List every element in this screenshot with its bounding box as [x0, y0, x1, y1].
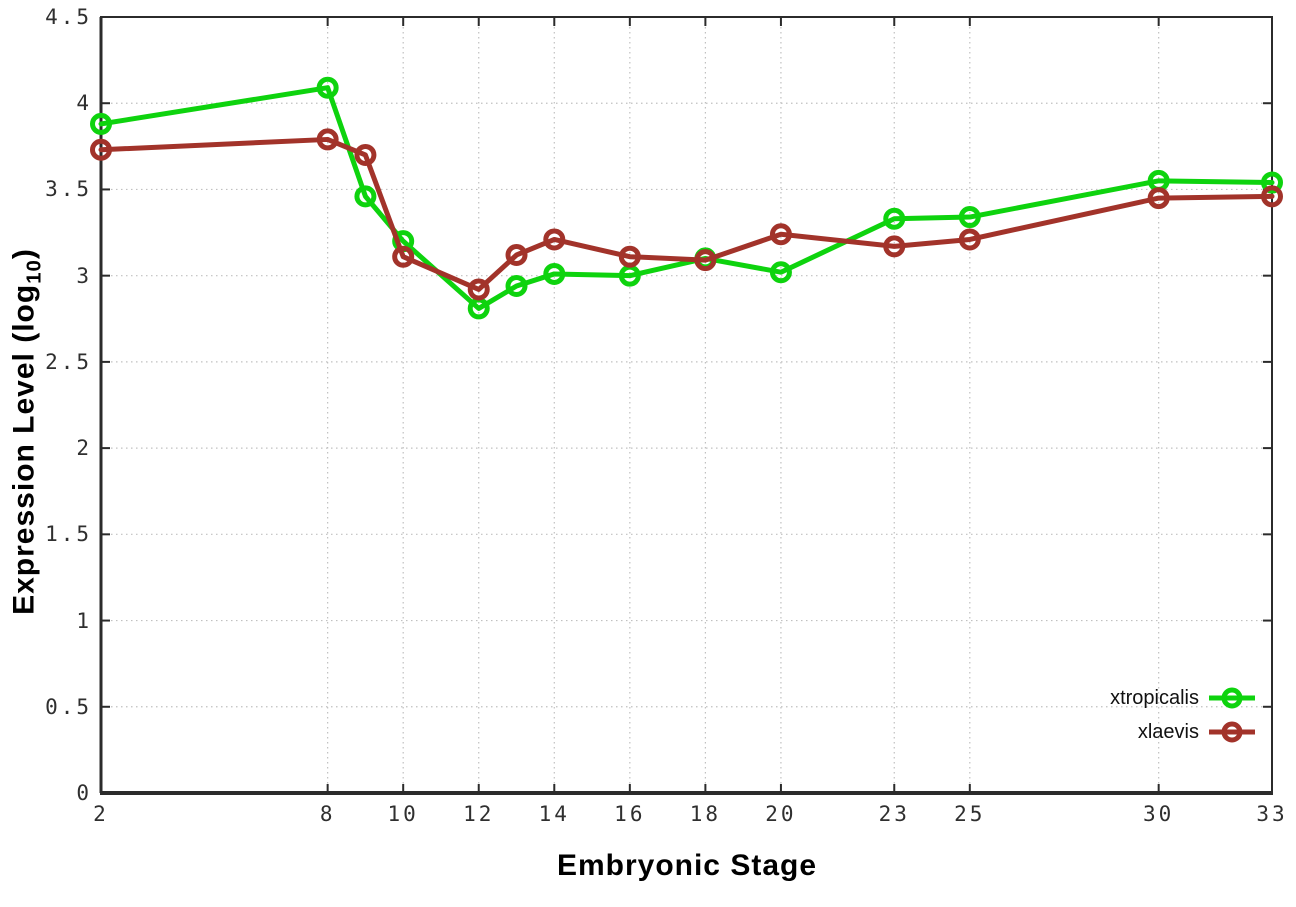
x-tick-label: 30 — [1143, 802, 1175, 826]
x-tick-label: 20 — [765, 802, 797, 826]
legend-item-xlaevis: xlaevis — [1110, 717, 1256, 747]
data-point-xtropicalis — [505, 275, 528, 298]
y-tick-label: 3.5 — [45, 177, 92, 202]
legend-marker-xtropicalis — [1221, 687, 1243, 709]
data-point-xlaevis — [543, 228, 566, 251]
data-point-xtropicalis — [769, 261, 792, 284]
y-tick-label: 2.5 — [45, 349, 92, 374]
x-tick-label: 10 — [387, 802, 419, 826]
data-point-xtropicalis — [354, 185, 377, 208]
legend-item-xtropicalis: xtropicalis — [1110, 683, 1256, 713]
y-tick-label: 1 — [76, 608, 92, 633]
data-point-xlaevis — [90, 138, 112, 161]
data-point-xtropicalis — [958, 206, 981, 229]
data-point-xtropicalis — [316, 76, 339, 99]
data-point-xlaevis — [1261, 185, 1283, 208]
y-tick-label: 4 — [76, 91, 92, 116]
data-point-xtropicalis — [90, 112, 112, 135]
data-point-xlaevis — [1147, 187, 1170, 210]
x-tick-label: 2 — [93, 802, 109, 826]
data-point-xtropicalis — [883, 207, 906, 230]
data-point-xlaevis — [392, 245, 415, 268]
legend-marker-xlaevis — [1221, 721, 1243, 743]
legend: xtropicalis xlaevis — [1110, 683, 1256, 747]
data-point-xlaevis — [505, 243, 528, 266]
x-tick-label: 23 — [878, 802, 910, 826]
data-point-xtropicalis — [543, 262, 566, 285]
x-axis-label: Embryonic Stage — [556, 849, 818, 882]
legend-label-xtropicalis: xtropicalis — [1110, 686, 1199, 709]
data-point-xtropicalis — [1261, 171, 1283, 194]
x-tick-label: 14 — [538, 802, 570, 826]
y-tick-label: 3 — [76, 263, 92, 288]
y-axis-label-end: ) — [7, 248, 41, 260]
data-point-xlaevis — [694, 249, 717, 272]
x-tick-label: 16 — [614, 802, 646, 826]
x-tick-label: 8 — [319, 802, 336, 826]
y-tick-label: 0.5 — [45, 694, 92, 719]
data-point-xlaevis — [769, 223, 792, 246]
legend-label-xlaevis: xlaevis — [1137, 720, 1199, 743]
y-tick-label: 4.5 — [45, 5, 92, 29]
x-tick-label: 25 — [954, 802, 986, 826]
legend-swatch-xlaevis — [1209, 721, 1255, 743]
series-line-xlaevis — [98, 136, 1275, 292]
y-axis-label: Expression Level (log10) — [8, 132, 47, 732]
y-tick-label: 1.5 — [45, 522, 92, 547]
x-tick-label: 18 — [689, 802, 722, 826]
data-point-xlaevis — [467, 278, 490, 301]
y-tick-label: 0 — [76, 781, 92, 805]
x-tick-label: 12 — [463, 802, 495, 826]
y-tick-label: 2 — [76, 436, 92, 461]
data-point-xlaevis — [883, 235, 906, 258]
x-tick-label: 33 — [1256, 802, 1288, 826]
data-point-xlaevis — [958, 228, 981, 251]
data-point-xlaevis — [316, 128, 339, 151]
legend-swatch-xtropicalis — [1209, 687, 1255, 709]
data-point-xlaevis — [618, 245, 641, 268]
data-point-xlaevis — [354, 143, 377, 166]
